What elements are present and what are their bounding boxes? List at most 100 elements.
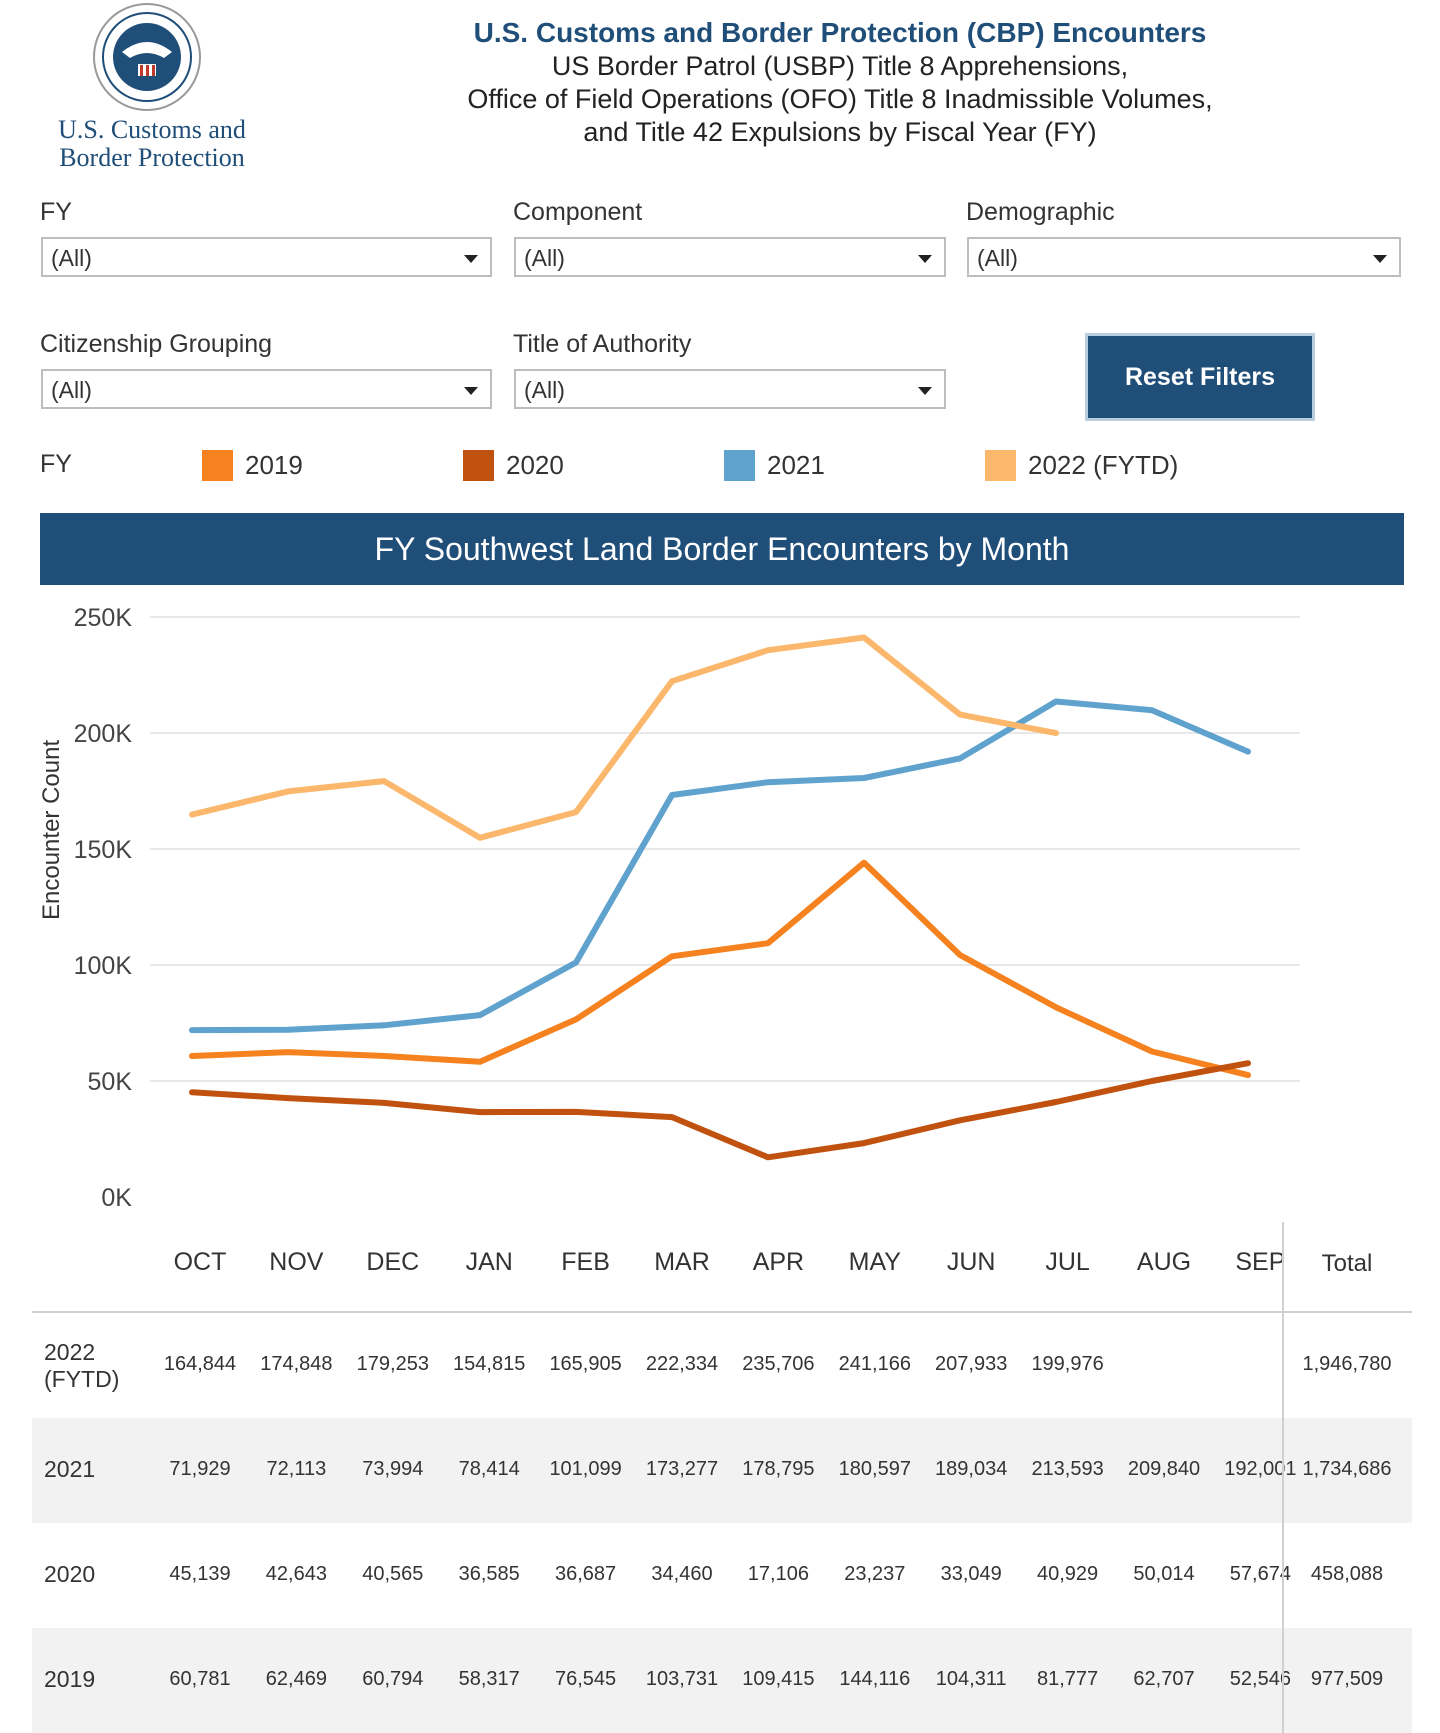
page-subtitle-2: Office of Field Operations (OFO) Title 8…	[467, 84, 1213, 114]
series-line-2022-fytd-[interactable]	[189, 634, 1059, 841]
data-table: OCT NOV DEC JAN FEB MAR APR MAY JUN JUL AUG SEP Tota…	[32, 1222, 1412, 1733]
legend-label: 2021	[767, 450, 825, 480]
table-cell: 50,014	[1133, 1563, 1195, 1585]
table-cell: 62,469	[265, 1668, 327, 1690]
table-cell: 17,106	[747, 1563, 809, 1585]
table-cell: 144,116	[839, 1668, 911, 1690]
chevron-down-icon	[918, 255, 932, 263]
chart-title: FY Southwest Land Border Encounters by M…	[40, 513, 1404, 585]
table-cell: 42,643	[265, 1563, 327, 1585]
fy-dropdown-value: (All)	[51, 245, 92, 271]
legend-item-2020[interactable]: 2020	[463, 450, 564, 481]
demographic-dropdown[interactable]: (All)	[967, 237, 1401, 277]
table-header-month: NOV	[269, 1248, 324, 1276]
table-row: 2021 71,929 72,113 73,994 78,414 101,099 173,2…	[32, 1418, 1412, 1523]
table-header-month: DEC	[366, 1248, 420, 1276]
table-cell: 209,840	[1127, 1458, 1201, 1480]
table-cell: 199,976	[1031, 1353, 1104, 1375]
series-line-2021[interactable]	[189, 698, 1251, 1034]
table-cell: 154,815	[453, 1353, 526, 1375]
table-cell: 33,049	[940, 1563, 1002, 1585]
table-header-month: MAY	[848, 1248, 901, 1276]
table-total-cell: 458,088	[1310, 1563, 1384, 1585]
title-authority-dropdown[interactable]: (All)	[514, 369, 946, 409]
series-line-2019[interactable]	[189, 859, 1251, 1079]
brand-line1: U.S. Customs and	[58, 115, 246, 144]
table-header-month: MAR	[654, 1248, 710, 1276]
table-cell: 109,415	[742, 1668, 815, 1690]
row-label-suffix: (FYTD)	[44, 1366, 120, 1392]
brand-line2: Border Protection	[59, 143, 245, 172]
total-column-divider	[1282, 1222, 1284, 1733]
row-label: 2022 (FYTD)	[44, 1339, 119, 1393]
legend-swatch	[463, 450, 494, 481]
table-total-cell: 977,509	[1310, 1668, 1384, 1690]
series-line-2020[interactable]	[189, 1060, 1251, 1161]
page-subtitle-1: US Border Patrol (USBP) Title 8 Apprehen…	[551, 51, 1129, 81]
table-header-month: SEP	[1235, 1248, 1286, 1276]
table-header-total: Total	[1321, 1250, 1373, 1277]
legend-item-2021[interactable]: 2021	[724, 450, 825, 481]
legend-label: 2019	[245, 450, 303, 480]
table-cell: 60,794	[362, 1668, 424, 1690]
table-cell: 57,674	[1229, 1563, 1291, 1585]
y-tick-label: 250K	[74, 604, 133, 632]
demographic-filter-label: Demographic	[966, 198, 1115, 226]
component-filter-label: Component	[513, 198, 643, 226]
table-row: 2019 60,781 62,469 60,794 58,317 76,545 103,73…	[32, 1628, 1412, 1733]
fy-filter-label: FY	[40, 198, 72, 226]
table-header-month: JUN	[946, 1248, 996, 1276]
legend-swatch	[985, 450, 1016, 481]
table-cell: 222,334	[645, 1353, 719, 1375]
table-cell: 62,707	[1133, 1668, 1195, 1690]
row-label: 2019	[44, 1666, 95, 1693]
row-label-year: 2019	[44, 1666, 96, 1692]
legend-item-2019[interactable]: 2019	[202, 450, 303, 481]
table-cell: 73,994	[362, 1458, 424, 1480]
table-cell: 72,113	[266, 1458, 327, 1480]
page-subtitle-3: and Title 42 Expulsions by Fiscal Year (…	[583, 117, 1097, 147]
table-cell: 36,687	[555, 1563, 617, 1585]
table-cell: 36,585	[458, 1563, 520, 1585]
row-label-year: 2020	[44, 1561, 96, 1587]
table-cell: 40,929	[1037, 1563, 1099, 1585]
table-cell: 213,593	[1031, 1458, 1104, 1480]
table-cell: 78,414	[458, 1458, 520, 1480]
table-header-month: OCT	[173, 1248, 227, 1276]
y-tick-label: 150K	[74, 836, 133, 864]
table-header-month: AUG	[1136, 1248, 1192, 1276]
legend-item-2022-fytd[interactable]: 2022 (FYTD)	[985, 450, 1178, 481]
table-total-cell: 1,734,686	[1302, 1458, 1392, 1480]
y-axis-title: Encounter Count	[38, 739, 65, 920]
chevron-down-icon	[464, 387, 478, 395]
table-cell: 81,777	[1037, 1668, 1099, 1690]
table-cell: 23,237	[844, 1563, 906, 1585]
table-row: 2022 (FYTD) 164,844 174,848 179,253 154,815 16…	[32, 1313, 1412, 1418]
table-row: 2020 45,139 42,643 40,565 36,585 36,687 34,460…	[32, 1523, 1412, 1628]
y-tick-label: 0K	[101, 1184, 132, 1212]
y-tick-label: 100K	[74, 952, 133, 980]
row-label-year: 2022	[44, 1339, 96, 1365]
table-total-cell: 1,946,780	[1302, 1353, 1392, 1375]
fy-dropdown[interactable]: (All)	[41, 237, 492, 277]
chevron-down-icon	[1373, 255, 1387, 263]
table-cell: 104,311	[935, 1668, 1007, 1690]
table-cell: 164,844	[163, 1353, 237, 1375]
legend-swatch	[724, 450, 755, 481]
table-cell: 165,905	[549, 1353, 622, 1375]
component-dropdown-value: (All)	[524, 245, 565, 271]
table-cell: 34,460	[651, 1563, 713, 1585]
legend-swatch	[202, 450, 233, 481]
cbp-seal-icon	[93, 3, 201, 111]
reset-filters-button[interactable]: Reset Filters	[1085, 333, 1315, 421]
table-cell: 76,545	[555, 1668, 617, 1690]
table-cell: 207,933	[935, 1353, 1008, 1375]
header-row-divider	[32, 1311, 1412, 1313]
table-cell: 178,795	[742, 1458, 815, 1480]
page-title: U.S. Customs and Border Protection (CBP)…	[473, 17, 1207, 48]
component-dropdown[interactable]: (All)	[514, 237, 946, 277]
table-cell: 40,565	[362, 1563, 424, 1585]
table-cell: 71,929	[169, 1458, 231, 1480]
table-cell: 179,253	[356, 1353, 429, 1375]
citizenship-dropdown[interactable]: (All)	[41, 369, 492, 409]
